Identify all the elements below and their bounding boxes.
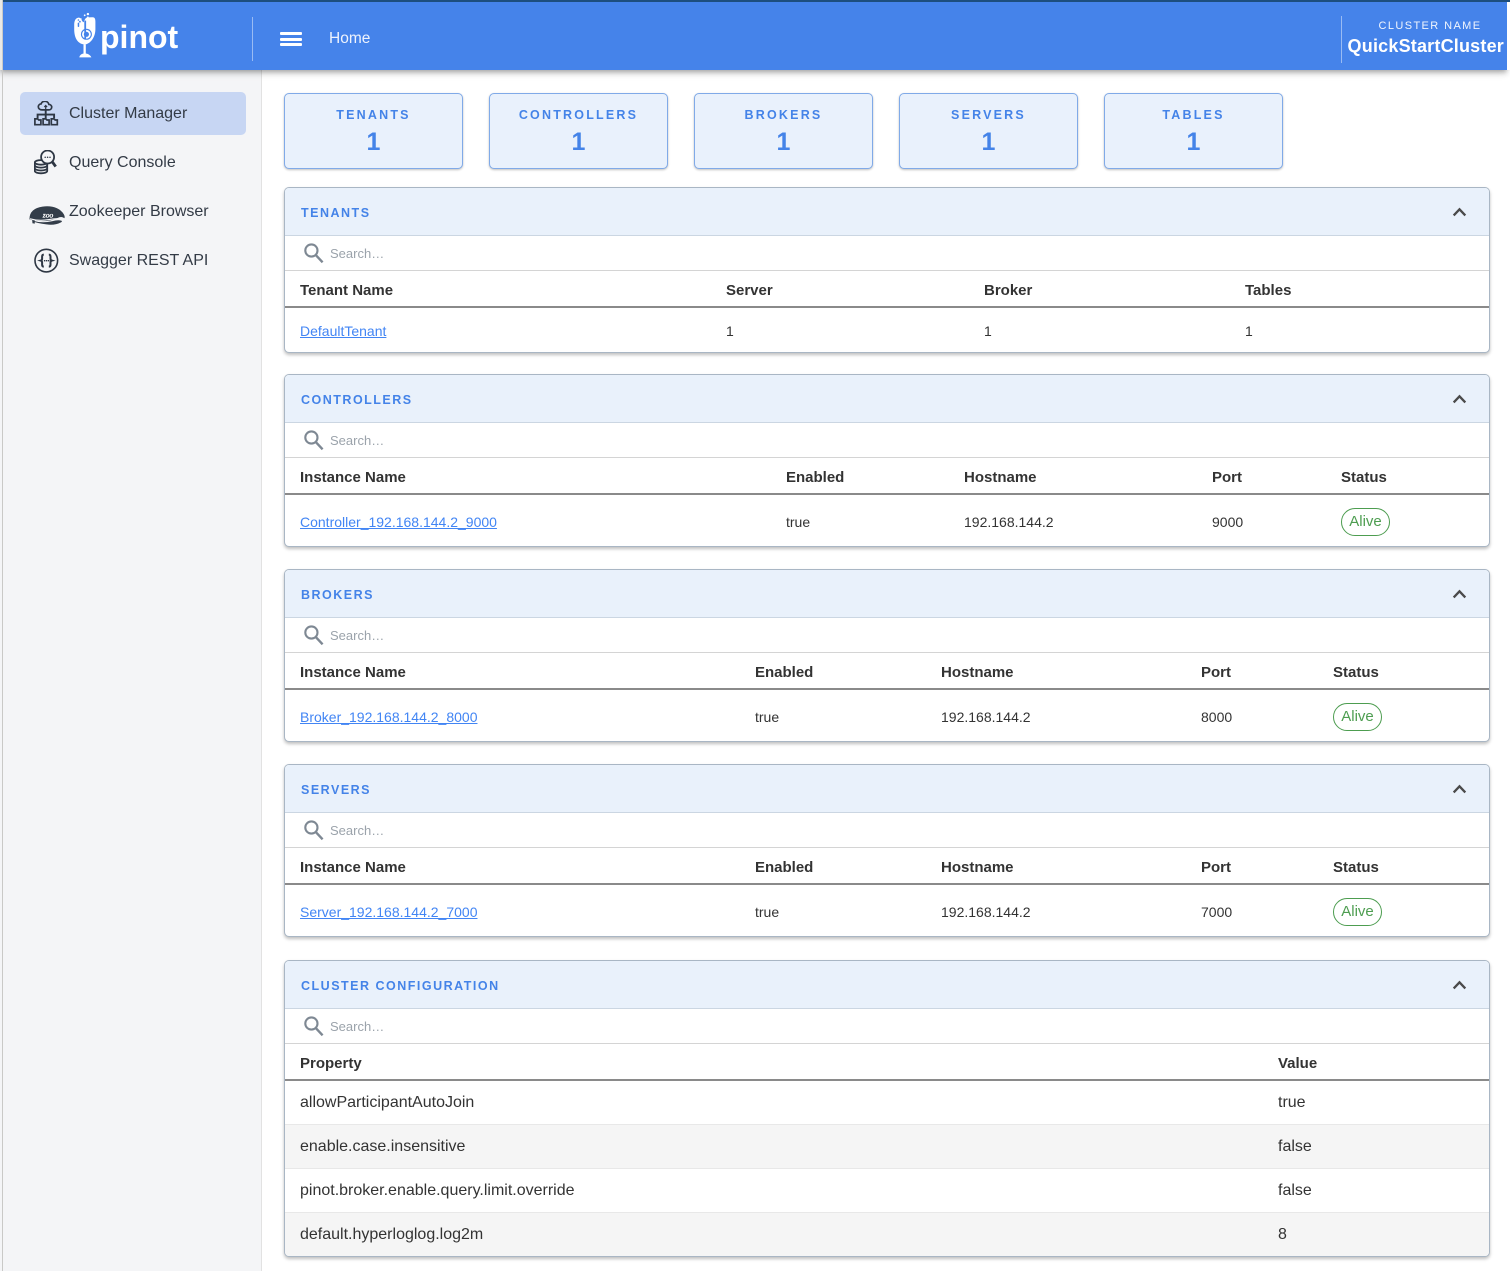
svg-text:zoo: zoo	[42, 210, 54, 219]
